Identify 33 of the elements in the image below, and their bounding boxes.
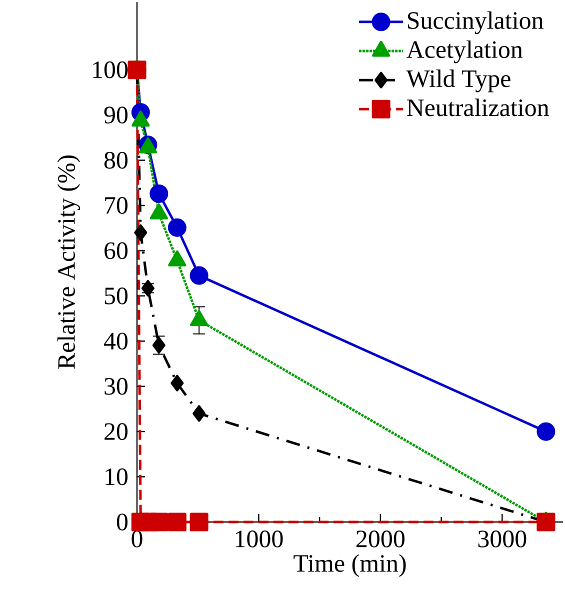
- y-tick-label: 10: [106, 468, 128, 486]
- point: [168, 512, 186, 532]
- x-axis-title: Time (min): [294, 554, 406, 577]
- point: [134, 224, 148, 241]
- point: [168, 218, 186, 237]
- legend-label: Neutralization: [407, 98, 549, 116]
- point: [150, 184, 168, 203]
- y-axis-title: Relative Activity (%): [57, 155, 80, 369]
- point: [150, 512, 168, 532]
- y-tick-label: 0: [116, 514, 128, 530]
- point: [170, 374, 184, 392]
- y-tick-label: 40: [104, 332, 128, 350]
- legend-label: Acetylation: [406, 40, 523, 64]
- point: [190, 266, 208, 285]
- y-tick-label: 60: [104, 242, 128, 260]
- y-tick-label: 20: [104, 423, 128, 440]
- point: [190, 512, 208, 532]
- y-tick-label: 80: [104, 152, 128, 169]
- y-tick-label: 100: [93, 61, 128, 78]
- legend-label: Succinylation: [408, 11, 544, 34]
- x-tick-label: 3000: [478, 530, 526, 548]
- point: [192, 405, 206, 422]
- x-tick-label: 0: [132, 530, 142, 548]
- y-tick-label: 90: [104, 106, 128, 124]
- x-tick-label: 1000: [236, 530, 283, 548]
- x-tick-label: 2000: [356, 530, 404, 548]
- point: [536, 512, 556, 532]
- legend-label: Wild Type: [406, 70, 510, 92]
- point: [141, 280, 154, 296]
- y-tick-label: 50: [104, 287, 128, 304]
- y-tick-label: 30: [104, 378, 128, 395]
- y-tick-label: 70: [105, 197, 128, 214]
- point: [536, 422, 556, 441]
